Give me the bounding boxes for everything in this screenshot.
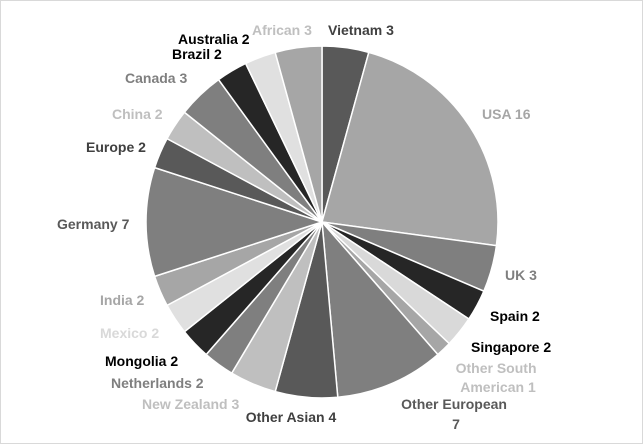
pie-slice-other-european xyxy=(321,219,439,399)
label-australia: Australia 2 xyxy=(178,31,250,47)
pie-labels: Vietnam 3 USA 16 UK 3 Spain 2 Singapore … xyxy=(57,22,551,432)
label-singapore: Singapore 2 xyxy=(471,339,551,355)
label-europe: Europe 2 xyxy=(86,139,146,155)
pie-slices xyxy=(145,45,499,399)
label-brazil: Brazil 2 xyxy=(172,46,222,62)
label-other-asian: Other Asian 4 xyxy=(246,409,337,425)
label-spain: Spain 2 xyxy=(490,308,540,324)
label-india: India 2 xyxy=(100,292,145,308)
label-other-european-line1: Other European xyxy=(401,396,507,412)
label-uk: UK 3 xyxy=(505,267,537,283)
label-other-south-american: Other South American 1 xyxy=(456,360,541,395)
label-new-zealand: New Zealand 3 xyxy=(142,396,239,412)
label-china: China 2 xyxy=(112,106,163,122)
label-canada: Canada 3 xyxy=(125,70,187,86)
label-germany: Germany 7 xyxy=(57,216,130,232)
label-mongolia: Mongolia 2 xyxy=(105,353,178,369)
label-other-south-american-line1: Other South xyxy=(456,360,537,376)
label-vietnam: Vietnam 3 xyxy=(328,22,394,38)
label-other-european: Other European 7 xyxy=(401,396,511,432)
pie-slice-germany xyxy=(145,166,325,278)
pie-slice-african xyxy=(274,45,323,223)
pie-slice-usa xyxy=(321,51,499,247)
label-netherlands: Netherlands 2 xyxy=(111,375,204,391)
label-usa: USA 16 xyxy=(482,106,531,122)
label-other-european-line2: 7 xyxy=(452,416,460,432)
label-mexico: Mexico 2 xyxy=(100,325,159,341)
label-african: African 3 xyxy=(252,22,312,38)
label-other-south-american-line2: American 1 xyxy=(460,379,536,395)
